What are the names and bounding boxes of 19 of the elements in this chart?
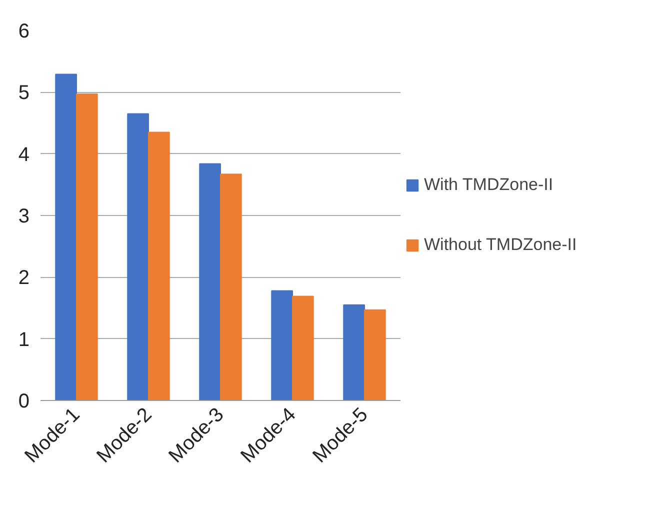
y-tick-label: 1 [18, 328, 30, 351]
bar [148, 132, 170, 400]
bar [199, 163, 221, 400]
bar [364, 309, 386, 400]
y-tick-label: 3 [18, 206, 30, 228]
bar [55, 74, 77, 400]
legend-label: Without TMDZone-II [424, 235, 577, 255]
bar [343, 304, 365, 400]
y-tick-label: 5 [18, 82, 30, 104]
y-tick-label: 4 [18, 144, 30, 166]
y-tick-label: 0 [18, 390, 30, 412]
bar [220, 174, 242, 400]
y-tick-label: 6 [18, 20, 30, 42]
bar [271, 290, 293, 400]
y-tick-label: 2 [18, 267, 30, 290]
bar [292, 296, 314, 400]
bar [127, 113, 149, 400]
bar [76, 94, 98, 400]
legend-label: With TMDZone-II [424, 175, 554, 195]
